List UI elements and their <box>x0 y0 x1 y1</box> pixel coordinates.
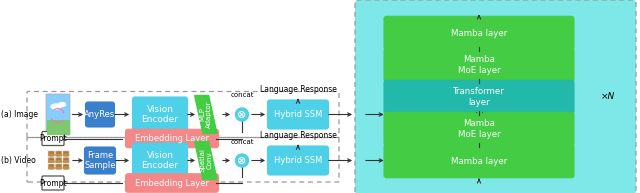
Ellipse shape <box>57 158 61 161</box>
Text: Hybrid SSM: Hybrid SSM <box>274 156 322 165</box>
FancyBboxPatch shape <box>355 0 636 193</box>
FancyBboxPatch shape <box>55 157 62 163</box>
FancyBboxPatch shape <box>48 163 55 170</box>
Ellipse shape <box>64 152 68 154</box>
Ellipse shape <box>51 104 61 109</box>
Text: ×N: ×N <box>601 92 616 102</box>
Polygon shape <box>195 141 217 179</box>
Text: AnyRes: AnyRes <box>84 110 116 119</box>
Text: ···: ··· <box>474 108 483 118</box>
Text: concat: concat <box>230 92 253 98</box>
FancyBboxPatch shape <box>62 157 70 163</box>
Text: ⊗: ⊗ <box>237 156 246 166</box>
Circle shape <box>236 108 248 121</box>
FancyBboxPatch shape <box>46 94 70 135</box>
Text: Vision
Encoder: Vision Encoder <box>141 105 179 124</box>
Ellipse shape <box>56 167 61 169</box>
FancyBboxPatch shape <box>47 120 70 135</box>
Ellipse shape <box>49 165 53 167</box>
FancyBboxPatch shape <box>62 163 70 170</box>
Text: Prompt: Prompt <box>39 179 67 188</box>
FancyBboxPatch shape <box>42 131 64 146</box>
FancyBboxPatch shape <box>384 48 574 82</box>
FancyBboxPatch shape <box>125 129 218 148</box>
Text: Mamba
MoE layer: Mamba MoE layer <box>458 119 500 139</box>
Ellipse shape <box>63 167 68 169</box>
FancyBboxPatch shape <box>84 147 115 174</box>
Text: Vision
Encoder: Vision Encoder <box>141 151 179 170</box>
Ellipse shape <box>64 165 68 167</box>
Ellipse shape <box>57 152 61 154</box>
Ellipse shape <box>49 152 53 154</box>
FancyBboxPatch shape <box>55 163 62 170</box>
Text: (a) Image: (a) Image <box>1 110 38 119</box>
Text: Transformer
layer: Transformer layer <box>453 87 505 107</box>
FancyBboxPatch shape <box>42 176 64 190</box>
Ellipse shape <box>64 158 68 161</box>
Circle shape <box>236 154 248 167</box>
Text: Frame
Sample: Frame Sample <box>84 151 116 170</box>
Text: ⊗: ⊗ <box>237 109 246 119</box>
FancyBboxPatch shape <box>125 174 218 192</box>
Ellipse shape <box>49 154 54 156</box>
FancyBboxPatch shape <box>268 146 328 175</box>
FancyBboxPatch shape <box>132 143 188 178</box>
Ellipse shape <box>49 158 53 161</box>
Text: Hybrid SSM: Hybrid SSM <box>274 110 322 119</box>
Ellipse shape <box>56 161 61 163</box>
FancyBboxPatch shape <box>132 97 188 132</box>
Text: Mamba
MoE layer: Mamba MoE layer <box>458 55 500 75</box>
Text: (b) Video: (b) Video <box>1 156 36 165</box>
FancyBboxPatch shape <box>384 112 574 146</box>
Text: Spatial
Conv: Spatial Conv <box>199 148 212 173</box>
Ellipse shape <box>58 102 65 107</box>
FancyBboxPatch shape <box>384 80 574 114</box>
FancyBboxPatch shape <box>384 144 574 178</box>
Ellipse shape <box>56 154 61 156</box>
Text: Embedding Layer: Embedding Layer <box>135 179 209 188</box>
Text: Prompt: Prompt <box>39 134 67 143</box>
Text: Embedding Layer: Embedding Layer <box>135 134 209 143</box>
Text: Language Response: Language Response <box>260 131 337 141</box>
FancyBboxPatch shape <box>55 150 62 157</box>
Ellipse shape <box>63 154 68 156</box>
Ellipse shape <box>57 165 61 167</box>
Ellipse shape <box>49 167 54 169</box>
Text: Mamba layer: Mamba layer <box>451 157 507 166</box>
FancyBboxPatch shape <box>86 102 115 127</box>
Ellipse shape <box>49 161 54 163</box>
Text: Language Response: Language Response <box>260 85 337 95</box>
FancyBboxPatch shape <box>384 16 574 50</box>
Ellipse shape <box>63 161 68 163</box>
FancyBboxPatch shape <box>62 150 70 157</box>
Text: MLP
Adaptor: MLP Adaptor <box>199 101 212 128</box>
Polygon shape <box>195 96 217 134</box>
FancyBboxPatch shape <box>48 157 55 163</box>
Text: Mamba layer: Mamba layer <box>451 29 507 37</box>
FancyBboxPatch shape <box>268 100 328 129</box>
FancyBboxPatch shape <box>48 150 55 157</box>
Text: concat: concat <box>230 139 253 145</box>
